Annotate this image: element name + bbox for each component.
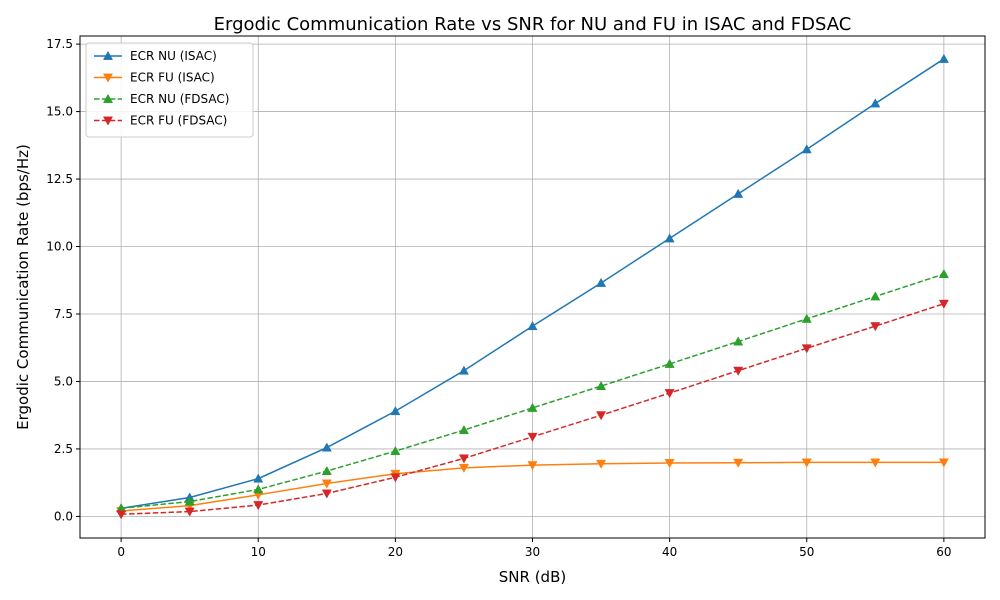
legend: ECR NU (ISAC) ECR FU (ISAC) ECR NU (FDSAC)… [85, 42, 254, 138]
data-point [458, 365, 469, 375]
y-tick-label: 10.0 [46, 240, 73, 254]
data-point [938, 299, 949, 309]
x-tick-label: 20 [388, 545, 403, 559]
data-point [321, 442, 332, 452]
data-point [116, 510, 127, 520]
data-point [458, 454, 469, 464]
x-tick-label: 10 [251, 545, 266, 559]
y-axis-label: Ergodic Communication Rate (bps/Hz) [14, 144, 32, 430]
legend-label: ECR NU (ISAC) [130, 49, 217, 63]
data-point [596, 411, 607, 421]
data-point [938, 268, 949, 278]
data-point [664, 233, 675, 243]
grid-lines [80, 36, 985, 538]
data-point [458, 424, 469, 434]
x-tick-label: 30 [525, 545, 540, 559]
data-point [390, 473, 401, 483]
data-point [870, 291, 881, 301]
data-point [870, 458, 881, 468]
data-point [253, 501, 264, 511]
data-point [458, 463, 469, 473]
data-point [733, 188, 744, 198]
data-point [527, 432, 538, 442]
data-point [527, 461, 538, 471]
y-tick-label: 17.5 [46, 37, 73, 51]
data-point [596, 380, 607, 390]
x-tick-label: 0 [117, 545, 125, 559]
data-point [184, 507, 195, 517]
y-tick-label: 0.0 [54, 509, 73, 523]
x-axis-label: SNR (dB) [499, 568, 566, 586]
chart-title: Ergodic Communication Rate vs SNR for NU… [214, 14, 852, 35]
data-point [801, 458, 812, 468]
legend-label: ECR NU (FDSAC) [130, 92, 229, 106]
legend-label: ECR FU (FDSAC) [130, 114, 227, 128]
x-tick-label: 40 [662, 545, 677, 559]
legend-box [85, 42, 254, 138]
x-tick-label: 50 [799, 545, 814, 559]
legend-marker [102, 116, 114, 126]
data-point [321, 479, 332, 489]
data-point [596, 277, 607, 287]
legend-item: ECR FU (FDSAC) [94, 114, 227, 128]
legend-item: ECR NU (ISAC) [94, 49, 217, 63]
series-3 [116, 299, 949, 520]
data-point [801, 313, 812, 323]
data-point [253, 473, 264, 483]
legend-marker [102, 93, 114, 103]
legend-item: ECR NU (FDSAC) [94, 92, 229, 106]
y-tick-label: 15.0 [46, 105, 73, 119]
data-point [253, 484, 264, 494]
legend-label: ECR FU (ISAC) [130, 71, 215, 85]
data-point [801, 344, 812, 354]
data-point [596, 459, 607, 469]
x-tick-label: 60 [936, 545, 951, 559]
data-point [527, 321, 538, 331]
legend-marker [102, 50, 114, 60]
y-tick-label: 7.5 [54, 307, 73, 321]
data-point [390, 445, 401, 456]
series-0 [116, 53, 949, 513]
data-point [733, 366, 744, 376]
data-point [664, 358, 675, 368]
legend-item: ECR FU (ISAC) [94, 71, 215, 85]
axis-ticks: 0 10 20 30 40 50 60 0.0 2.5 5.0 7.5 10.0 12.5 15.0 17.… [46, 37, 951, 559]
data-point [870, 98, 881, 108]
data-point [938, 458, 949, 468]
y-tick-label: 12.5 [46, 172, 73, 186]
data-point [390, 406, 401, 416]
data-point [664, 459, 675, 469]
data-point [321, 465, 332, 475]
y-tick-label: 5.0 [54, 374, 73, 388]
data-point [664, 389, 675, 399]
series-layer [116, 53, 949, 520]
legend-marker [102, 73, 114, 83]
data-point [527, 402, 538, 412]
data-point [733, 458, 744, 468]
data-point [801, 144, 812, 154]
data-point [938, 53, 949, 63]
series-2 [116, 268, 949, 513]
data-point [870, 322, 881, 332]
data-point [184, 496, 195, 506]
data-point [733, 336, 744, 346]
y-tick-label: 2.5 [54, 442, 73, 456]
data-point [321, 489, 332, 499]
